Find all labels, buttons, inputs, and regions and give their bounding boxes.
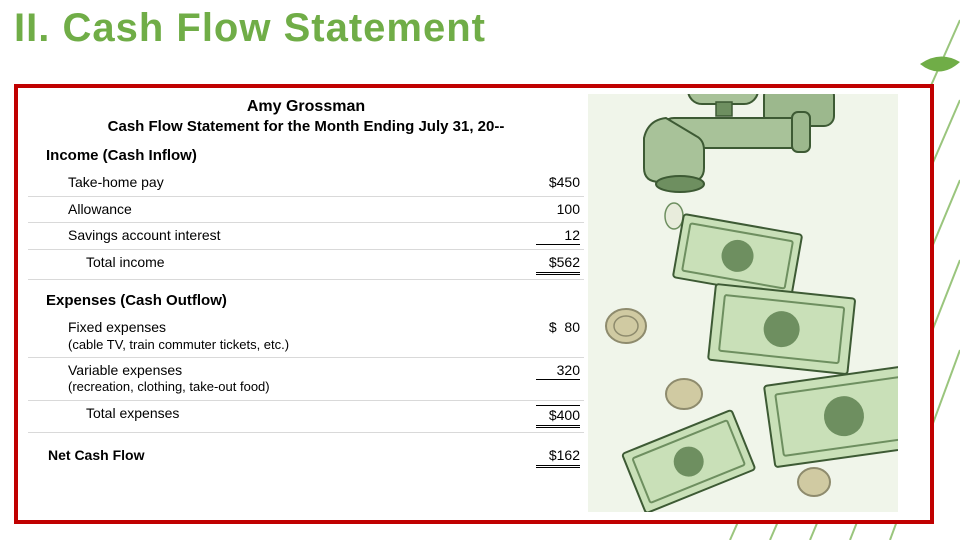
row-sublabel: (cable TV, train commuter tickets, etc.) (68, 337, 480, 353)
row-value: $400 (490, 405, 584, 428)
table-row: Fixed expenses (cable TV, train commuter… (28, 315, 584, 358)
expense-heading: Expenses (Cash Outflow) (28, 292, 584, 309)
table-row: Variable expenses (recreation, clothing,… (28, 358, 584, 401)
row-label: Total income (86, 254, 490, 272)
slide-title: II. Cash Flow Statement (14, 6, 486, 50)
row-label: Variable expenses (recreation, clothing,… (68, 362, 490, 396)
net-cash-flow-row: Net Cash Flow $162 (28, 443, 584, 472)
table-row: Savings account interest 12 (28, 223, 584, 250)
table-row: Total income $562 (28, 250, 584, 280)
row-label: Take-home pay (68, 174, 490, 192)
table-row: Take-home pay $450 (28, 170, 584, 197)
cash-flow-statement: Amy Grossman Cash Flow Statement for the… (28, 94, 584, 512)
slide: II. Cash Flow Statement (0, 0, 960, 540)
faucet-icon (644, 94, 834, 192)
statement-name: Amy Grossman (28, 98, 584, 116)
row-sublabel: (recreation, clothing, take-out food) (68, 379, 480, 395)
net-label: Net Cash Flow (48, 447, 490, 465)
table-row: Total expenses $400 (28, 401, 584, 433)
row-value: 100 (490, 201, 584, 217)
row-label: Fixed expenses (cable TV, train commuter… (68, 319, 490, 353)
statement-header: Amy Grossman Cash Flow Statement for the… (28, 98, 584, 135)
slide-title-text: II. Cash Flow Statement (14, 6, 486, 50)
net-value: $162 (490, 447, 584, 468)
row-value: $ 80 (490, 319, 584, 335)
row-value: $450 (490, 174, 584, 190)
row-value: 12 (490, 227, 584, 245)
row-label: Total expenses (86, 405, 490, 423)
row-value: 320 (490, 362, 584, 380)
row-value: $562 (490, 254, 584, 275)
row-label: Savings account interest (68, 227, 490, 245)
row-label: Allowance (68, 201, 490, 219)
faucet-money-illustration (588, 94, 898, 512)
table-row: Allowance 100 (28, 197, 584, 224)
statement-subtitle: Cash Flow Statement for the Month Ending… (28, 118, 584, 135)
income-heading: Income (Cash Inflow) (28, 147, 584, 164)
